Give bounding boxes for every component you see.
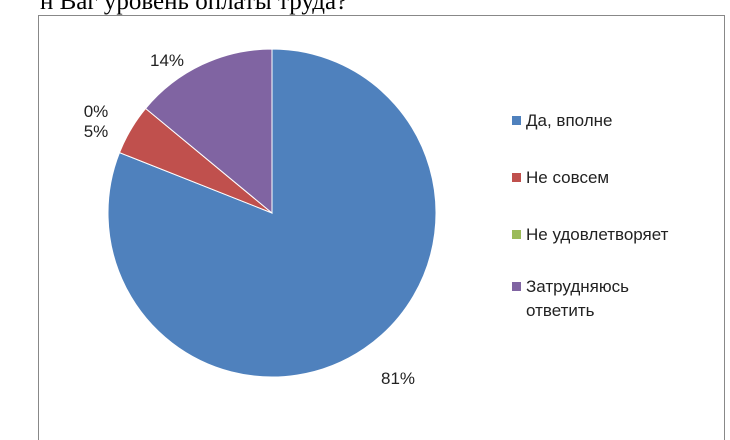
legend-label-0: Да, вполне <box>526 111 613 130</box>
pie-data-label-2: 0% <box>84 102 109 121</box>
pie-slice-3 <box>144 48 273 215</box>
legend-label-2: Не удовлетворяет <box>526 225 669 244</box>
legend-swatch-3 <box>512 282 521 291</box>
legend-swatch-0 <box>512 116 521 125</box>
pie-data-labels: 81% 5%0% 14% <box>84 51 415 388</box>
legend-label-3-line-1: ответить <box>526 301 595 320</box>
legend-swatch-1 <box>512 173 521 182</box>
page-top-text: н Ваг уровень оплаты труда? <box>40 0 348 15</box>
chart-legend: Да, вполне Не совсем Не удовлетворяет Затру… <box>512 111 669 320</box>
pie-slice-0 <box>107 48 437 378</box>
legend-label-3-line-0: Затрудняюсь <box>526 277 629 296</box>
legend-swatch-2 <box>512 230 521 239</box>
pie-data-label-0: 81% <box>381 369 415 388</box>
pie-data-label-1: 5% <box>84 122 109 141</box>
chart-frame <box>38 15 725 440</box>
pie-chart: 81% 5%0% 14% Да, вполне Не совсем Не удовлет… <box>84 48 669 388</box>
legend-label-1: Не совсем <box>526 168 609 187</box>
pie-slices <box>107 48 437 378</box>
pie-data-label-3: 14% <box>150 51 184 70</box>
